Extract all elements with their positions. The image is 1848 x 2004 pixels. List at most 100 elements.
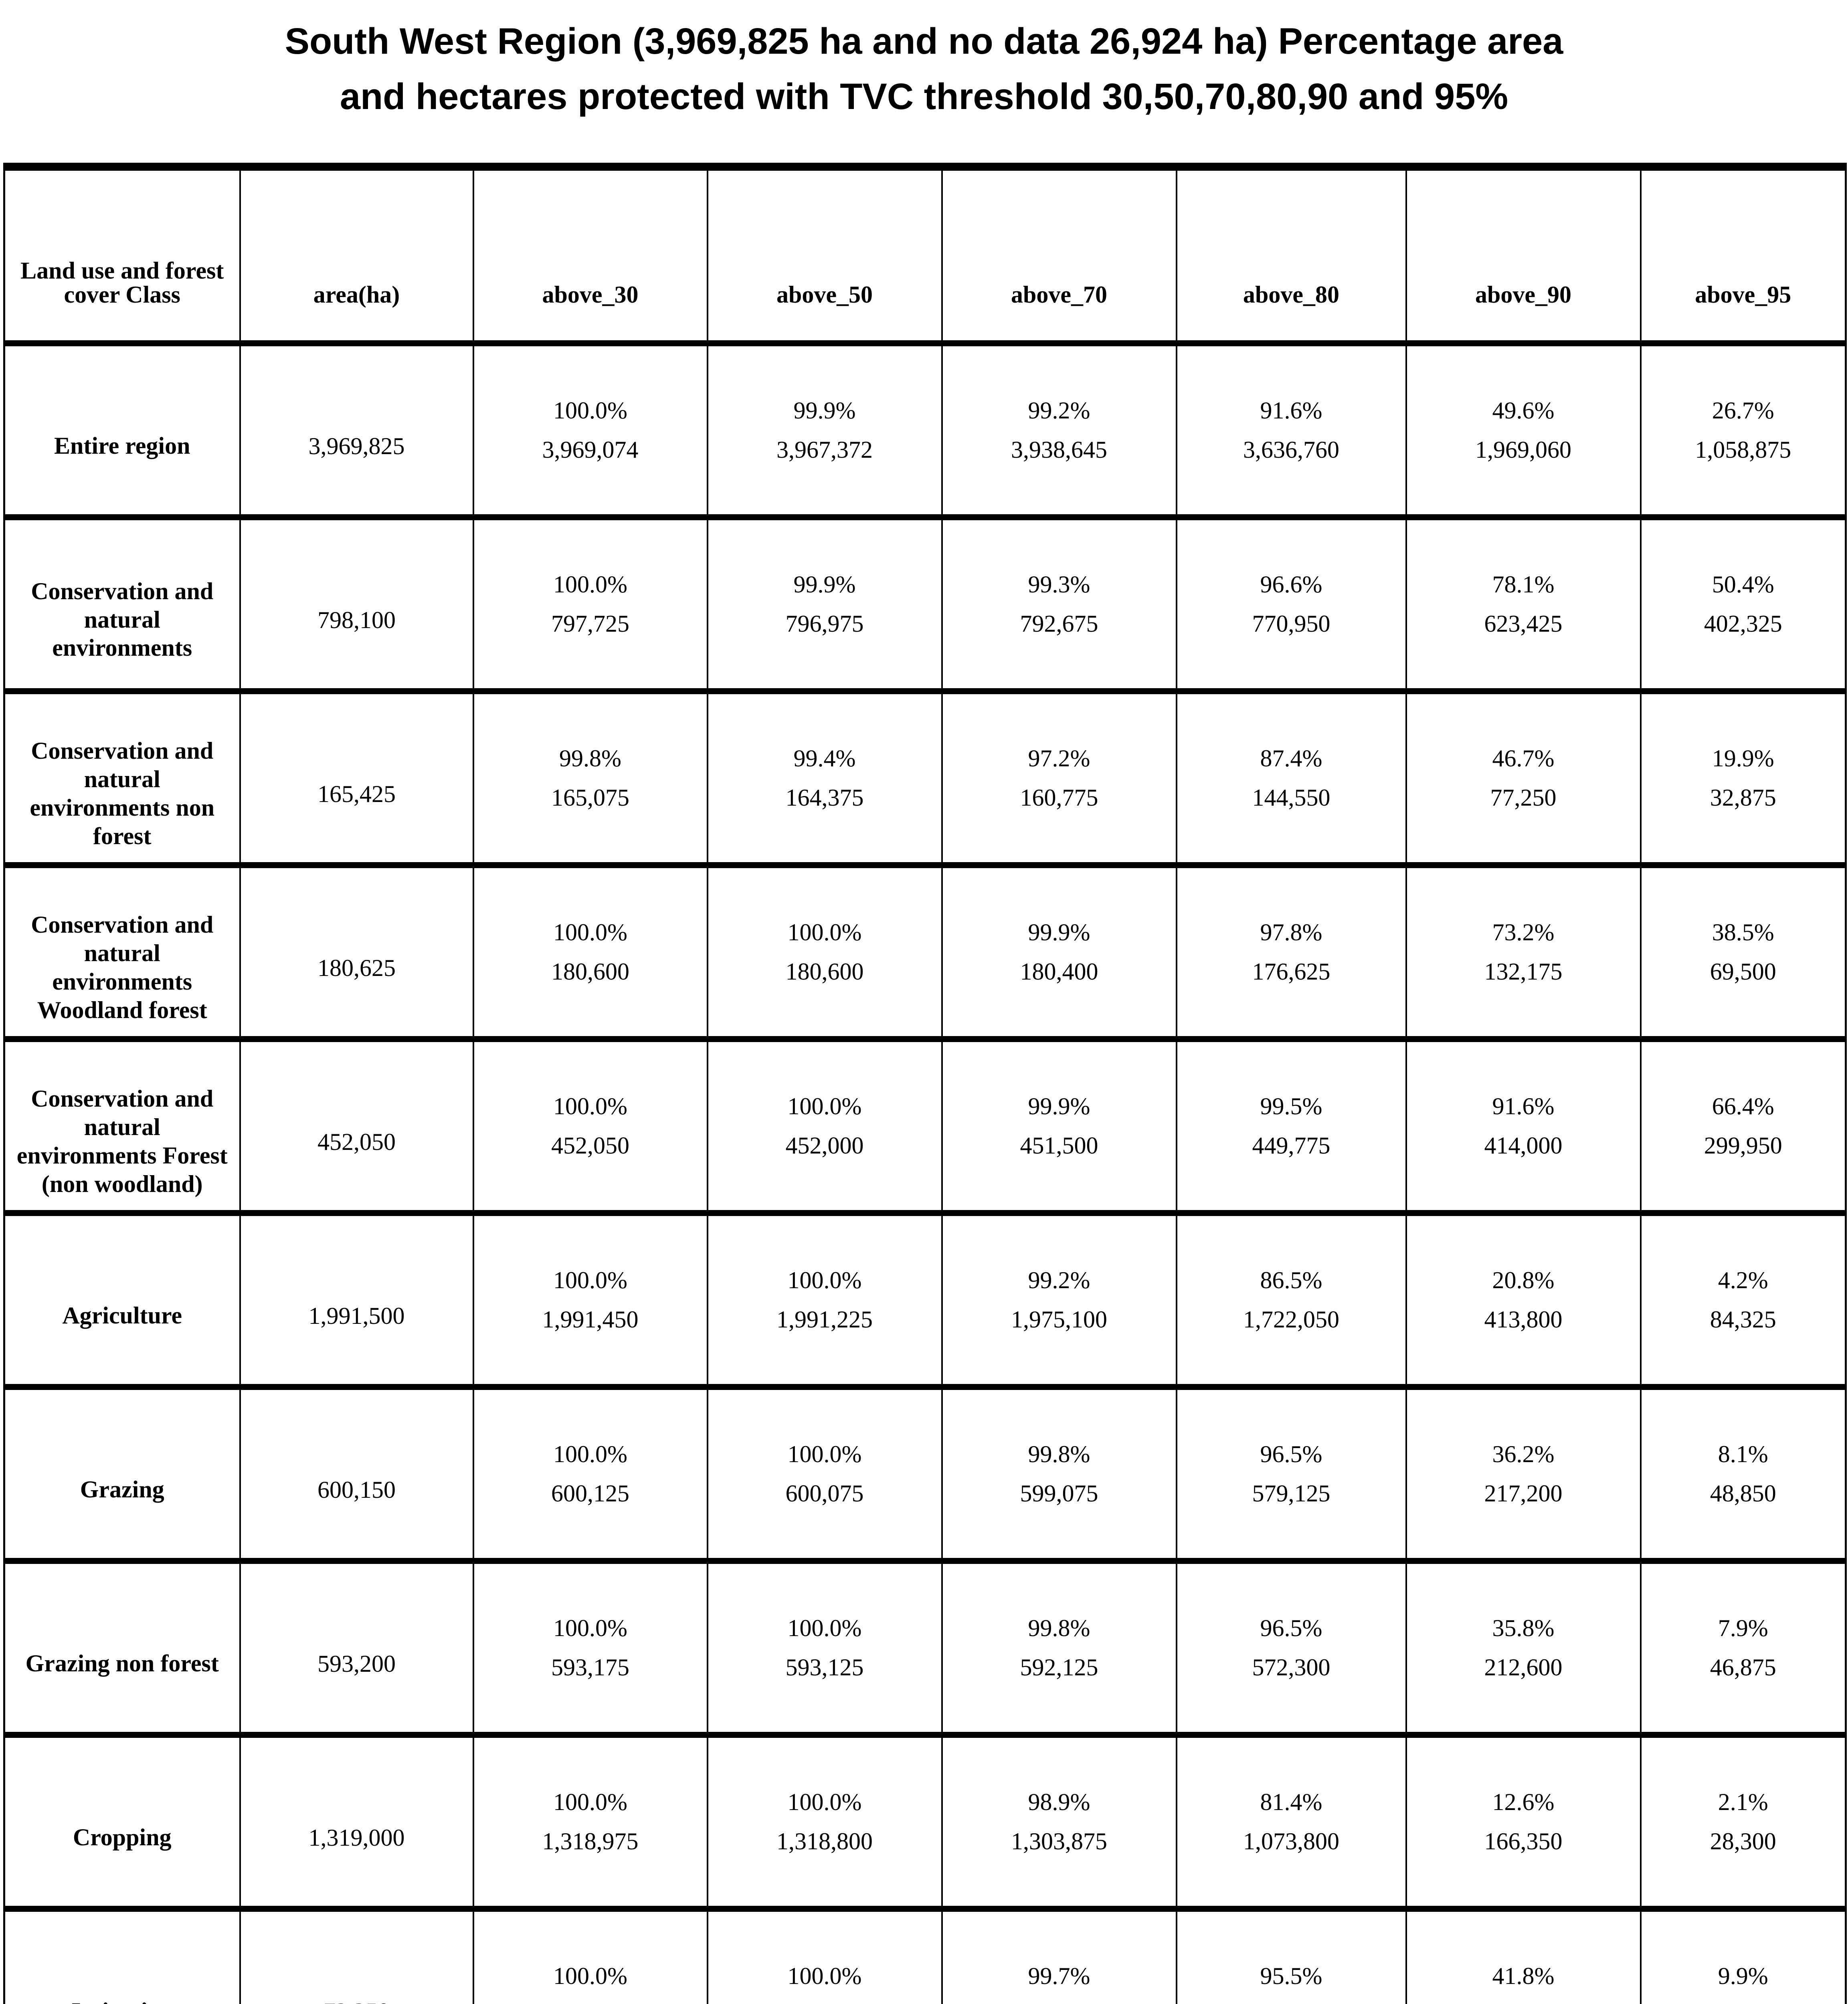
percent-value: 98.9% — [1028, 1789, 1090, 1815]
table-row: Conservation and natural environments Fo… — [4, 1039, 1846, 1213]
value-cell: 99.9% 796,975 — [706, 517, 942, 691]
area-cell: 1,319,000 — [239, 1735, 473, 1909]
column-header-above-30: above_30 — [472, 167, 708, 343]
hectare-value: 1,318,975 — [542, 1828, 639, 1855]
hectare-value: 572,300 — [1252, 1654, 1330, 1681]
table-row: Conservation and natural environments 798… — [4, 517, 1846, 691]
row-label: Grazing non forest — [25, 1650, 219, 1677]
percent-value: 96.5% — [1260, 1441, 1322, 1467]
hectare-value: 164,375 — [785, 784, 864, 811]
column-header-above-70: above_70 — [941, 167, 1177, 343]
value-cell: 91.6% 3,636,760 — [1175, 343, 1406, 517]
percent-value: 86.5% — [1260, 1267, 1322, 1293]
hectare-value: 413,800 — [1484, 1306, 1563, 1333]
row-label: Grazing — [80, 1476, 164, 1503]
percent-value: 91.6% — [1492, 1093, 1555, 1119]
value-cell: 99.2% 1,975,100 — [941, 1213, 1177, 1387]
value-cell: 96.6% 770,950 — [1175, 517, 1406, 691]
hectare-value: 796,975 — [785, 610, 864, 637]
data-table: Land use and forest cover Class area(ha) a… — [3, 163, 1847, 2004]
hectare-value: 7,175 — [1642, 2003, 1845, 2004]
value-cell: 73.2% 132,175 — [1405, 865, 1641, 1039]
value-cell: 100.0% 593,125 — [706, 1561, 942, 1735]
hectare-value: 600,075 — [785, 1480, 864, 1507]
hectare-value: 144,550 — [1252, 784, 1330, 811]
percent-value: 100.0% — [553, 571, 627, 598]
percent-value: 100.0% — [787, 1615, 862, 1641]
value-cell: 100.0% 1,318,975 — [472, 1735, 708, 1909]
value-cell: 50.4% 402,325 — [1640, 517, 1846, 691]
hectare-value: 402,325 — [1704, 610, 1782, 637]
percent-value: 96.5% — [1260, 1615, 1322, 1641]
hectare-value: 48,850 — [1710, 1480, 1776, 1507]
percent-value: 100.0% — [787, 1093, 862, 1119]
column-header-above-80: above_80 — [1175, 167, 1406, 343]
percent-value: 99.9% — [1028, 1093, 1090, 1119]
column-header-above-95: above_95 — [1640, 167, 1846, 343]
hectare-value: 84,325 — [1710, 1306, 1776, 1333]
value-cell: 78.1% 623,425 — [1405, 517, 1641, 691]
hectare-value: 180,600 — [551, 958, 629, 985]
percent-value: 100.0% — [787, 919, 862, 945]
value-cell: 36.2% 217,200 — [1405, 1387, 1641, 1561]
hectare-value: 72,250 — [709, 2003, 941, 2004]
percent-value: 100.0% — [787, 1963, 862, 1989]
hectare-value: 77,250 — [1490, 784, 1557, 811]
value-cell: 96.5% 572,300 — [1175, 1561, 1406, 1735]
value-cell: 100.0% 72,250 — [706, 1909, 942, 2004]
hectare-value: 1,991,450 — [542, 1306, 639, 1333]
row-label: Conservation and natural environments Wo… — [31, 911, 214, 1023]
hectare-value: 1,969,060 — [1475, 436, 1571, 463]
percent-value: 19.9% — [1712, 745, 1774, 772]
value-cell: 100.0% 452,000 — [706, 1039, 942, 1213]
value-cell: 100.0% 1,318,800 — [706, 1735, 942, 1909]
area-cell: 165,425 — [239, 691, 473, 865]
hectare-value: 69,500 — [1710, 958, 1776, 985]
column-header-above-50: above_50 — [706, 167, 942, 343]
value-cell: 19.9% 32,875 — [1640, 691, 1846, 865]
table-row: Agriculture 1,991,500 100.0% 1,991,450 100.0… — [4, 1213, 1846, 1387]
value-cell: 99.8% 599,075 — [941, 1387, 1177, 1561]
value-cell: 100.0% 600,075 — [706, 1387, 942, 1561]
area-cell: 72,250 — [239, 1909, 473, 2004]
percent-value: 100.0% — [553, 1093, 627, 1119]
hectare-value: 132,175 — [1484, 958, 1563, 985]
percent-value: 73.2% — [1492, 919, 1555, 945]
row-label: Entire region — [54, 432, 190, 459]
value-cell: 97.8% 176,625 — [1175, 865, 1406, 1039]
value-cell: 100.0% 180,600 — [706, 865, 942, 1039]
area-cell: 1,991,500 — [239, 1213, 473, 1387]
percent-value: 100.0% — [553, 919, 627, 945]
percent-value: 49.6% — [1492, 397, 1555, 424]
value-cell: 99.7% 72,050 — [941, 1909, 1177, 2004]
hectare-value: 72,250 — [475, 2003, 706, 2004]
value-cell: 20.8% 413,800 — [1405, 1213, 1641, 1387]
hectare-value: 600,125 — [551, 1480, 629, 1507]
value-cell: 99.2% 3,938,645 — [941, 343, 1177, 517]
area-cell: 3,969,825 — [239, 343, 473, 517]
percent-value: 66.4% — [1712, 1093, 1774, 1119]
hectare-value: 3,636,760 — [1243, 436, 1339, 463]
area-cell: 593,200 — [239, 1561, 473, 1735]
value-cell: 7.9% 46,875 — [1640, 1561, 1846, 1735]
hectare-value: 46,875 — [1710, 1654, 1776, 1681]
hectare-value: 30,200 — [1408, 2003, 1640, 2004]
hectare-value: 1,318,800 — [776, 1828, 873, 1855]
percent-value: 99.9% — [793, 397, 856, 424]
row-label: Agriculture — [62, 1302, 182, 1329]
hectare-value: 592,125 — [1020, 1654, 1098, 1681]
hectare-value: 797,725 — [551, 610, 629, 637]
value-cell: 100.0% 1,991,450 — [472, 1213, 708, 1387]
row-label: Conservation and natural environments Fo… — [16, 1085, 228, 1197]
row-label: Cropping — [73, 1824, 172, 1850]
value-cell: 99.5% 449,775 — [1175, 1039, 1406, 1213]
value-cell: 91.6% 414,000 — [1405, 1039, 1641, 1213]
table-row: Grazing 600,150 100.0% 600,125 100.0% 600,075… — [4, 1387, 1846, 1561]
area-cell: 798,100 — [239, 517, 473, 691]
value-cell: 26.7% 1,058,875 — [1640, 343, 1846, 517]
value-cell: 99.8% 165,075 — [472, 691, 708, 865]
percent-value: 99.2% — [1028, 1267, 1090, 1293]
percent-value: 36.2% — [1492, 1441, 1555, 1467]
page-title-line2: and hectares protected with TVC threshol… — [340, 76, 1508, 117]
